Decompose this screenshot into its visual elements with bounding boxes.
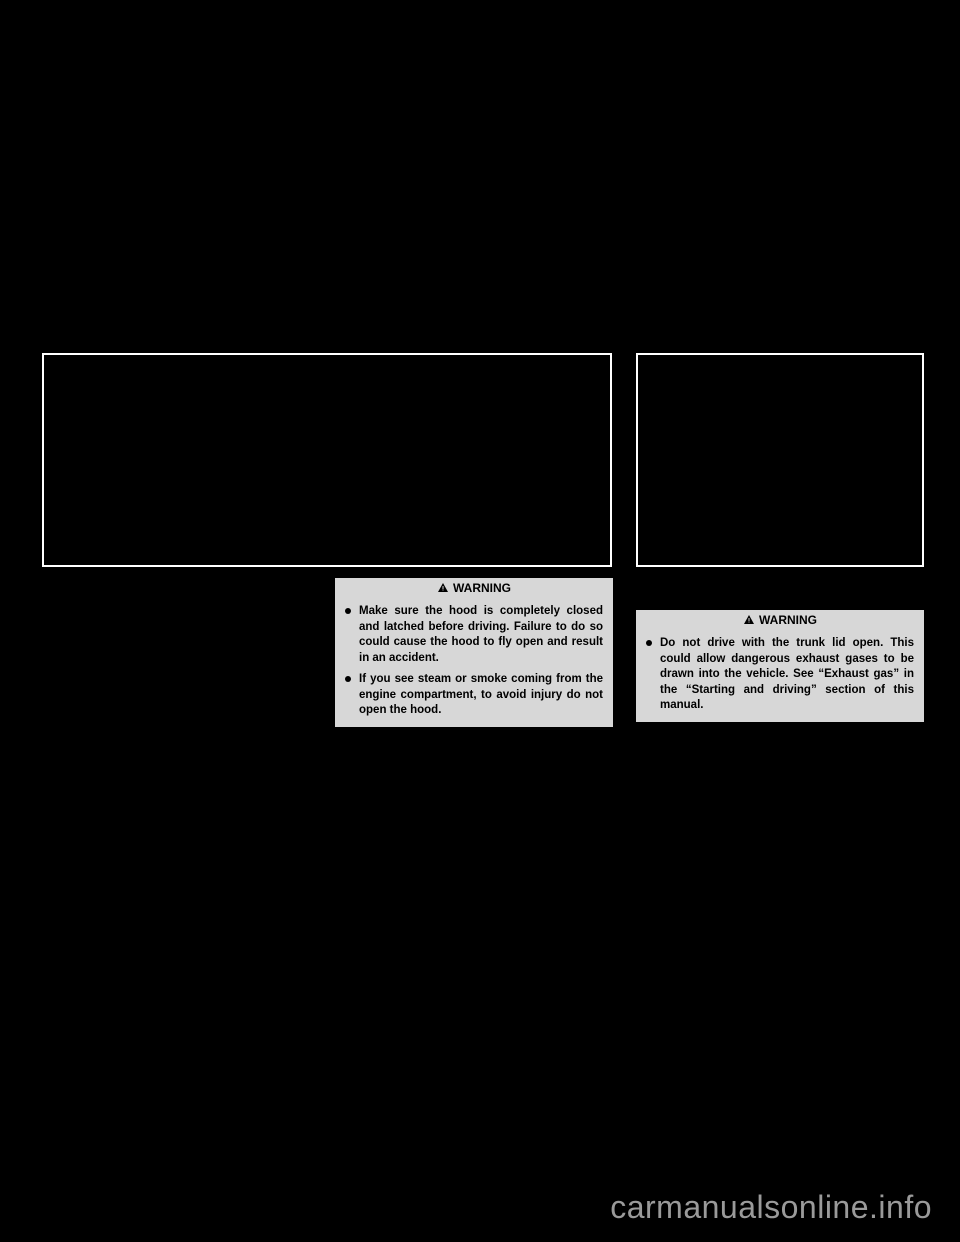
figure-trunk xyxy=(636,353,924,567)
warning-title-trunk: WARNING xyxy=(759,613,817,627)
warning-list-trunk: Do not drive with the trunk lid open. Th… xyxy=(646,636,914,714)
page: WARNING Make sure the hood is completely… xyxy=(0,0,960,1242)
warning-body-hood: Make sure the hood is completely closed … xyxy=(335,598,613,727)
warning-box-trunk: WARNING Do not drive with the trunk lid … xyxy=(636,610,924,722)
figure-hood xyxy=(42,353,612,567)
watermark: carmanualsonline.info xyxy=(610,1189,932,1226)
warning-list-hood: Make sure the hood is completely closed … xyxy=(345,604,603,719)
warning-item-hood-1: Make sure the hood is completely closed … xyxy=(345,604,603,666)
warning-body-trunk: Do not drive with the trunk lid open. Th… xyxy=(636,630,924,722)
warning-title-hood: WARNING xyxy=(453,581,511,595)
warning-item-trunk-1: Do not drive with the trunk lid open. Th… xyxy=(646,636,914,714)
warning-header-trunk: WARNING xyxy=(636,610,924,630)
warning-header-hood: WARNING xyxy=(335,578,613,598)
warning-triangle-icon xyxy=(437,582,449,594)
warning-box-hood: WARNING Make sure the hood is completely… xyxy=(335,578,613,727)
warning-triangle-icon xyxy=(743,614,755,626)
warning-item-hood-2: If you see steam or smoke coming from th… xyxy=(345,672,603,719)
